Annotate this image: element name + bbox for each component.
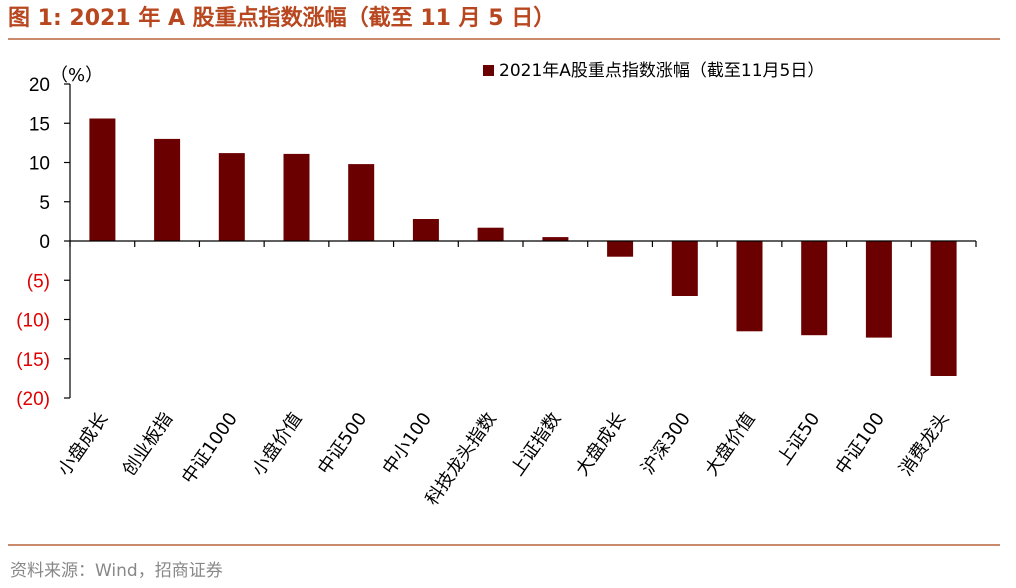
source-note: 资料来源：Wind，招商证券 — [10, 561, 223, 581]
y-tick-label: (10) — [16, 311, 50, 332]
y-axis: 20 15 10 5 0 (5) (10) (15) (20) — [16, 75, 71, 410]
y-tick-label: 20 — [29, 75, 50, 96]
x-category-label: 上证50 — [773, 409, 824, 469]
bar — [477, 227, 504, 241]
y-tick-label: (15) — [16, 350, 50, 371]
x-category-label: 中证100 — [831, 409, 889, 479]
x-category-label: 大盘成长 — [572, 409, 630, 480]
x-category-label: 中证1000 — [178, 409, 242, 488]
legend-label: 2021年A股重点指数涨幅（截至11月5日） — [499, 61, 824, 81]
bar — [930, 241, 957, 376]
bar — [671, 241, 698, 296]
y-tick-label: 15 — [29, 114, 50, 135]
bar — [348, 164, 375, 241]
bar — [283, 153, 310, 241]
bar — [218, 153, 245, 241]
x-category-label: 消费龙头 — [895, 409, 953, 480]
y-tick-label: 10 — [29, 154, 50, 175]
y-tick-label: 0 — [39, 232, 50, 253]
y-axis-unit-label: （%） — [50, 65, 103, 86]
bar — [542, 237, 569, 241]
bar — [607, 241, 634, 257]
bar — [154, 138, 181, 241]
bar — [89, 118, 116, 241]
figure-title: 图 1: 2021 年 A 股重点指数涨幅（截至 11 月 5 日） — [8, 6, 556, 31]
x-category-label: 大盘价值 — [701, 409, 759, 480]
y-tick-label: (5) — [27, 271, 50, 292]
x-category-label: 上证指数 — [507, 409, 565, 480]
footer-divider — [8, 544, 1000, 546]
x-axis — [69, 240, 977, 247]
x-category-label: 沪深300 — [637, 409, 695, 479]
legend-swatch — [483, 65, 494, 76]
x-category-label: 中证500 — [314, 409, 372, 479]
y-tick-label: 5 — [39, 193, 50, 214]
bar — [412, 219, 439, 241]
y-tick-label: (20) — [16, 389, 50, 410]
x-category-label: 小盘价值 — [248, 409, 306, 480]
x-category-label: 中小100 — [378, 409, 436, 479]
bars — [89, 118, 957, 376]
x-category-label: 创业板指 — [119, 409, 177, 480]
bar — [736, 241, 763, 332]
bar — [801, 241, 828, 336]
legend: 2021年A股重点指数涨幅（截至11月5日） — [483, 61, 824, 81]
x-category-label: 小盘成长 — [54, 409, 112, 480]
bar — [865, 241, 892, 338]
title-divider — [8, 38, 1000, 40]
